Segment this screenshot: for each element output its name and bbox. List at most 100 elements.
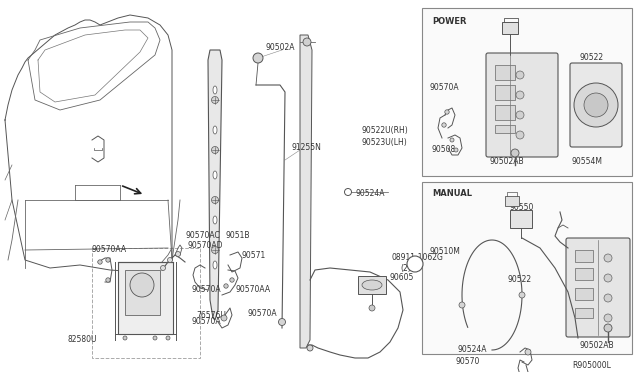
Text: 90570A: 90570A (192, 285, 221, 295)
Circle shape (211, 196, 218, 203)
Circle shape (211, 247, 218, 253)
Ellipse shape (213, 126, 217, 134)
Circle shape (221, 315, 227, 321)
Text: 90570: 90570 (456, 357, 481, 366)
Bar (422, 8, 632, 176)
Circle shape (584, 93, 608, 117)
Bar (575, 268, 593, 280)
Circle shape (516, 131, 524, 139)
Text: 90502A: 90502A (265, 44, 294, 52)
Text: 90522: 90522 (580, 54, 604, 62)
Text: 90571: 90571 (242, 251, 266, 260)
Circle shape (407, 256, 423, 272)
Text: 90508: 90508 (432, 145, 456, 154)
Circle shape (604, 294, 612, 302)
Ellipse shape (213, 261, 217, 269)
Text: 90605: 90605 (390, 273, 414, 282)
Bar (358, 276, 386, 294)
Text: 90523U(LH): 90523U(LH) (362, 138, 408, 147)
Circle shape (307, 345, 313, 351)
Bar (510, 210, 532, 228)
Circle shape (442, 123, 446, 127)
Circle shape (175, 251, 180, 257)
Circle shape (604, 274, 612, 282)
Text: 90522U(RH): 90522U(RH) (362, 125, 409, 135)
Text: 08911-1062G: 08911-1062G (392, 253, 444, 263)
Text: 91255N: 91255N (292, 144, 322, 153)
Text: 90554M: 90554M (572, 157, 603, 167)
Bar (422, 182, 632, 354)
Text: 90570AA: 90570AA (92, 246, 127, 254)
Text: 90570AA: 90570AA (235, 285, 270, 295)
Bar (495, 125, 515, 133)
Circle shape (224, 284, 228, 288)
Circle shape (369, 305, 375, 311)
Text: 90570A: 90570A (248, 310, 278, 318)
Bar (495, 85, 515, 100)
Bar (575, 308, 593, 318)
Bar (505, 196, 519, 206)
Circle shape (130, 273, 154, 297)
Text: 90524A: 90524A (355, 189, 385, 199)
Ellipse shape (213, 216, 217, 224)
Circle shape (278, 318, 285, 326)
Text: 90570AD: 90570AD (188, 241, 223, 250)
Circle shape (519, 292, 525, 298)
Circle shape (211, 147, 218, 154)
Polygon shape (300, 35, 312, 348)
Circle shape (511, 149, 519, 157)
Text: 9051B: 9051B (225, 231, 250, 240)
Text: 76576U: 76576U (196, 311, 226, 320)
Circle shape (574, 83, 618, 127)
Text: 90570A: 90570A (192, 317, 221, 327)
Circle shape (516, 111, 524, 119)
Circle shape (253, 53, 263, 63)
Bar (575, 250, 593, 262)
Text: 90570A: 90570A (430, 83, 460, 93)
Polygon shape (208, 50, 222, 320)
Circle shape (525, 349, 531, 355)
Text: 90522: 90522 (508, 276, 532, 285)
Bar (495, 105, 515, 120)
Circle shape (166, 336, 170, 340)
Circle shape (604, 254, 612, 262)
Circle shape (106, 258, 110, 262)
Text: B: B (413, 261, 417, 267)
Circle shape (106, 278, 110, 282)
Circle shape (98, 260, 102, 264)
Bar (118, 262, 173, 334)
Circle shape (153, 336, 157, 340)
Circle shape (450, 138, 454, 142)
Text: POWER: POWER (432, 17, 467, 26)
Bar (495, 65, 515, 80)
FancyBboxPatch shape (570, 63, 622, 147)
Circle shape (604, 314, 612, 322)
Circle shape (230, 278, 234, 282)
Circle shape (454, 148, 458, 152)
Bar (92, 248, 200, 358)
Text: R905000L: R905000L (572, 360, 611, 369)
Text: 90502AB: 90502AB (490, 157, 525, 167)
Circle shape (211, 96, 218, 103)
Circle shape (303, 38, 311, 46)
Bar (502, 22, 518, 34)
Circle shape (516, 71, 524, 79)
Text: 90570AC: 90570AC (185, 231, 220, 240)
Text: MANUAL: MANUAL (432, 189, 472, 199)
Circle shape (604, 324, 612, 332)
Text: (2): (2) (400, 263, 411, 273)
Ellipse shape (213, 171, 217, 179)
FancyBboxPatch shape (566, 238, 630, 337)
Text: 90502AB: 90502AB (580, 340, 614, 350)
FancyBboxPatch shape (486, 53, 558, 157)
Circle shape (123, 336, 127, 340)
Ellipse shape (362, 280, 382, 290)
Text: 90524A: 90524A (458, 346, 488, 355)
Text: 82580U: 82580U (68, 336, 97, 344)
Circle shape (445, 110, 449, 114)
Circle shape (516, 91, 524, 99)
Circle shape (344, 189, 351, 196)
Circle shape (161, 266, 166, 270)
Text: 90510M: 90510M (430, 247, 461, 257)
Circle shape (459, 302, 465, 308)
